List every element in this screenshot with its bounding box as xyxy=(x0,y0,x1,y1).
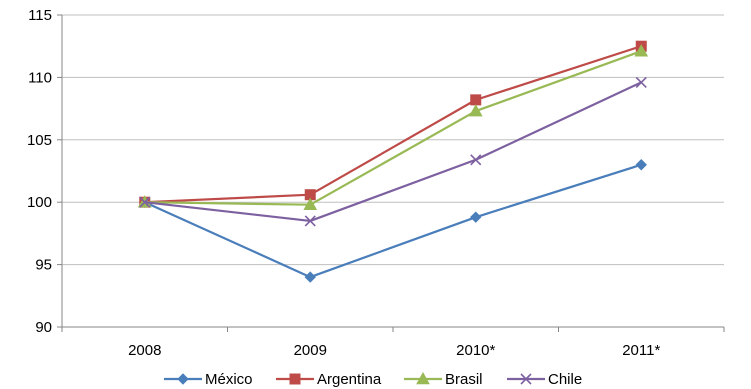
legend: México Argentina Brasil Chile xyxy=(164,371,582,388)
series-mexico xyxy=(139,159,647,283)
data-point-chile-0 xyxy=(139,196,151,208)
x-tick-label: 2011* xyxy=(622,342,660,359)
data-point-chile-1 xyxy=(304,215,316,227)
series-argentina xyxy=(139,40,647,208)
series-line-argentina xyxy=(144,45,642,204)
series-line-chile xyxy=(144,81,642,223)
x-tick-label: 2010* xyxy=(456,342,495,359)
y-tick-label: 105 xyxy=(27,132,52,149)
legend-item-chile: Chile xyxy=(507,371,582,388)
legend-item-argentina: Argentina xyxy=(276,371,382,388)
series-chile xyxy=(139,76,647,227)
data-point-mexico-1 xyxy=(304,271,316,283)
legend-swatch-marker xyxy=(177,373,189,385)
x-tick-label: 2009 xyxy=(294,342,327,359)
legend-swatch-marker xyxy=(416,371,430,385)
series-lines xyxy=(137,40,649,283)
y-tick-label: 90 xyxy=(35,319,52,336)
data-point-brasil-2 xyxy=(468,104,483,117)
y-axis-tick-labels: 90 95 100 105 110 115 xyxy=(27,7,52,336)
data-point-chile-3 xyxy=(635,76,647,88)
legend-label: Argentina xyxy=(317,371,382,388)
y-tick-label: 95 xyxy=(35,257,52,274)
legend-item-mexico: México xyxy=(164,371,253,388)
data-point-mexico-3 xyxy=(635,159,647,171)
y-tick-label: 115 xyxy=(28,7,52,24)
series-line-mexico xyxy=(144,163,642,279)
data-point-brasil-1 xyxy=(303,197,318,210)
data-point-brasil-3 xyxy=(634,44,649,57)
data-point-argentina-2 xyxy=(470,94,482,106)
data-point-chile-2 xyxy=(470,154,482,166)
legend-label: Chile xyxy=(548,371,582,388)
x-tick-label: 2008 xyxy=(128,342,161,359)
axes xyxy=(57,14,725,332)
legend-label: Brasil xyxy=(445,371,483,388)
data-point-mexico-2 xyxy=(470,211,482,223)
legend-swatch-marker xyxy=(520,373,532,385)
series-line-brasil xyxy=(144,50,642,206)
legend-item-brasil: Brasil xyxy=(404,371,483,388)
legend-swatch-marker xyxy=(289,373,301,385)
y-tick-label: 110 xyxy=(28,69,52,86)
legend-label: México xyxy=(205,371,253,388)
x-axis-tick-labels: 2008 2009 2010* 2011* xyxy=(128,342,660,359)
y-tick-label: 100 xyxy=(27,194,52,211)
